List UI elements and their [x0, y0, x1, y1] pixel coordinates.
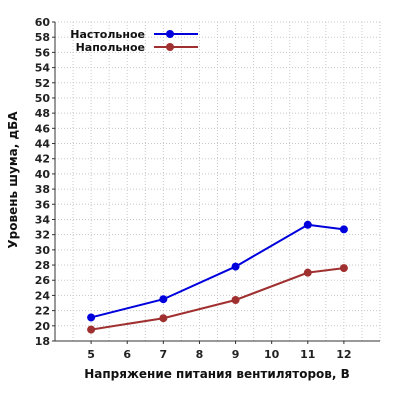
y-tick-label: 60	[35, 16, 51, 29]
x-tick-label: 6	[123, 348, 131, 361]
legend-label: Настольное	[70, 28, 145, 41]
y-tick-label: 50	[35, 92, 51, 105]
y-axis-label: Уровень шума, дБА	[6, 111, 20, 249]
x-tick-label: 9	[232, 348, 240, 361]
series-layer	[87, 220, 348, 334]
series-2	[87, 264, 348, 334]
y-tick-label: 38	[35, 183, 50, 196]
x-tick-label: 10	[264, 348, 280, 361]
y-tick-label: 48	[35, 107, 50, 120]
data-point	[87, 313, 96, 322]
y-axis-ticks: 18 20 22 24 26 28 30 32 34 36 38 40 42 44 46 48 50 52 54 56…	[35, 16, 55, 348]
x-axis-label: Напряжение питания вентиляторов, В	[84, 367, 350, 381]
y-tick-label: 22	[35, 305, 50, 318]
data-point	[231, 295, 240, 304]
legend-marker	[166, 30, 174, 38]
y-tick-label: 52	[35, 77, 50, 90]
y-tick-label: 28	[35, 259, 50, 272]
y-tick-label: 54	[35, 62, 51, 75]
y-tick-label: 20	[35, 320, 51, 333]
y-tick-label: 40	[35, 168, 51, 181]
x-axis-ticks: 5 6 7 8 9 10 11 12	[87, 341, 352, 361]
data-point	[303, 268, 312, 277]
data-point	[303, 220, 312, 229]
legend-marker	[166, 43, 174, 51]
x-tick-label: 8	[196, 348, 204, 361]
x-tick-label: 7	[160, 348, 168, 361]
data-point	[159, 314, 168, 323]
y-tick-label: 44	[35, 138, 51, 151]
legend-label: Напольное	[76, 41, 145, 54]
y-tick-label: 26	[35, 274, 51, 287]
y-tick-label: 24	[35, 289, 51, 302]
y-tick-label: 36	[35, 198, 51, 211]
data-point	[87, 325, 96, 334]
x-tick-label: 5	[87, 348, 95, 361]
y-tick-label: 58	[35, 31, 50, 44]
x-tick-label: 12	[336, 348, 351, 361]
y-tick-label: 42	[35, 153, 50, 166]
series-1	[87, 220, 348, 322]
y-tick-label: 32	[35, 229, 50, 242]
legend-entry: Настольное	[70, 28, 198, 41]
x-tick-label: 11	[300, 348, 315, 361]
grid	[55, 21, 381, 341]
y-tick-label: 30	[35, 244, 51, 257]
data-point	[159, 295, 168, 304]
data-point	[231, 262, 240, 271]
y-tick-label: 18	[35, 335, 50, 348]
y-tick-label: 46	[35, 122, 51, 135]
y-tick-label: 56	[35, 46, 51, 59]
data-point	[339, 225, 348, 234]
axes	[54, 22, 380, 342]
data-point	[339, 264, 348, 273]
y-tick-label: 34	[35, 213, 51, 226]
legend-entry: Напольное	[76, 41, 198, 54]
